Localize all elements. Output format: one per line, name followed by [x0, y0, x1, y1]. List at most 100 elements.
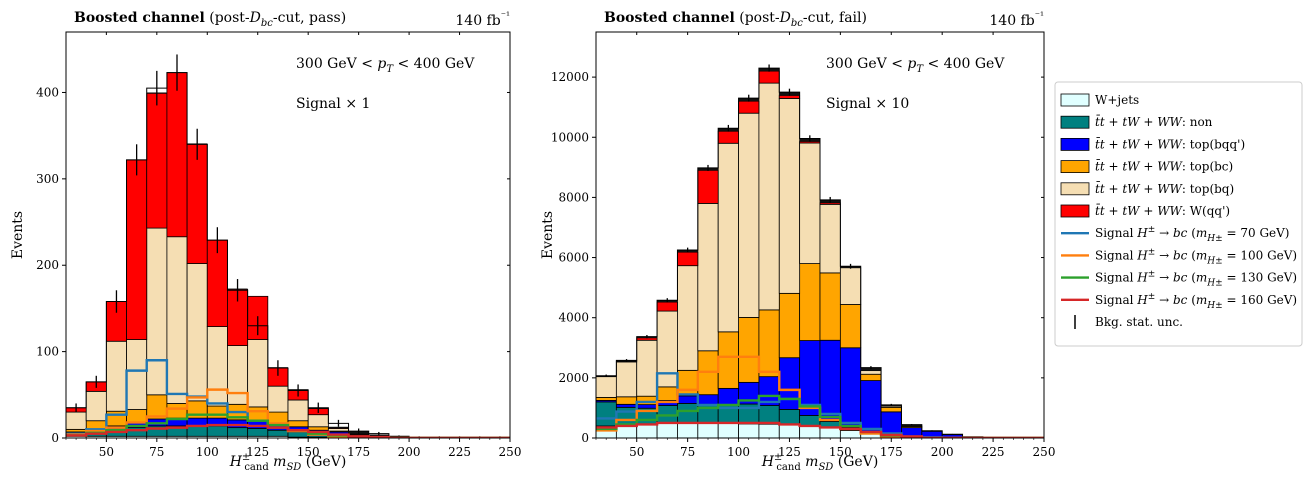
bar-topbqq: [677, 395, 699, 404]
bar-topbc: [819, 272, 841, 341]
bar-topbq: [186, 263, 208, 402]
bar-topbqq: [717, 387, 739, 406]
bar-wqq: [166, 72, 188, 238]
bar-topbqq: [860, 380, 882, 433]
bar-topbq: [66, 411, 87, 430]
signal-line-2: [66, 413, 510, 438]
bar-topbc: [636, 395, 658, 406]
bar-wqq: [146, 92, 168, 229]
x-tick-label: 175: [880, 445, 903, 459]
bar-topbc: [656, 386, 678, 401]
bar-topbc: [105, 410, 127, 427]
bar-wjets: [697, 422, 719, 438]
bar-wqq: [327, 427, 349, 429]
legend-label: t̄t + tW + WW: top(bq): [1095, 180, 1234, 196]
legend-label: t̄t + tW + WW: top(bqq'): [1095, 136, 1245, 152]
bar-topbc: [166, 403, 188, 419]
legend-item-4: t̄t + tW + WW: top(bq): [1060, 180, 1234, 196]
bar-topbqq: [615, 403, 638, 408]
bar-topbqq: [227, 419, 249, 429]
bar-topbq: [758, 82, 780, 311]
bar-non: [227, 427, 249, 437]
bar-topbc: [778, 292, 801, 359]
bar-topbc: [287, 420, 309, 428]
bar-topbq: [227, 345, 249, 405]
x-tick-label: 150: [829, 445, 852, 459]
bar-topbqq: [636, 404, 658, 409]
bar-non: [126, 427, 148, 437]
y-tick-label: 12000: [551, 70, 589, 84]
legend-swatch: [1060, 93, 1090, 107]
bar-topbqq: [778, 357, 801, 410]
bar-topbq: [799, 142, 821, 264]
bar-topbq: [717, 142, 739, 333]
legend-item-9: Signal H± → bc (mH± = 160 GeV): [1061, 292, 1297, 311]
bar-topbc: [839, 304, 862, 349]
legend-swatch: [1060, 115, 1090, 129]
lumi-label: 140 fb⁻¹: [455, 11, 510, 29]
legend-swatch: [1060, 160, 1090, 174]
bar-topbq: [819, 203, 841, 274]
x-tick-label: 225: [448, 445, 471, 459]
bar-wqq: [738, 100, 760, 114]
legend-frame: [1054, 81, 1303, 347]
bar-wjets: [799, 425, 821, 438]
bar-topbq: [206, 326, 228, 407]
bar-wqq: [819, 202, 841, 205]
bar-topbq: [146, 227, 168, 396]
bar-topbqq: [839, 347, 862, 428]
legend-label: W+jets: [1095, 93, 1139, 107]
bar-topbc: [307, 426, 329, 431]
y-tick-label: 300: [36, 172, 59, 186]
legend-item-8: Signal H± → bc (mH± = 130 GeV): [1061, 270, 1297, 289]
bar-topbq: [247, 339, 269, 408]
bar-wqq: [717, 130, 739, 144]
bar-non: [287, 431, 309, 438]
bar-topbq: [697, 203, 719, 352]
bar-topbq: [901, 425, 923, 427]
signal-line-3: [596, 421, 1044, 438]
y-tick-label: 0: [51, 431, 59, 445]
bar-wqq: [348, 433, 370, 435]
legend-label: t̄t + tW + WW: top(bc): [1095, 158, 1233, 174]
bar-wqq: [677, 251, 699, 267]
x-tick-label: 75: [149, 445, 164, 459]
total-background-outline: [66, 72, 510, 438]
y-axis-label: Events: [540, 211, 556, 259]
bar-wqq: [186, 143, 208, 264]
legend-label: t̄t + tW + WW: W(qq'): [1095, 202, 1230, 218]
bar-wjets: [778, 424, 801, 438]
legend-item-7: Signal H± → bc (mH± = 100 GeV): [1061, 247, 1297, 266]
bar-topbc: [596, 396, 617, 401]
bar-topbqq: [880, 411, 902, 437]
signal-scale-annotation: Signal × 10: [826, 96, 909, 112]
signal-scale-annotation: Signal × 1: [296, 96, 370, 112]
bar-topbc: [126, 409, 148, 423]
bar-topbq: [105, 340, 127, 412]
bar-topbq: [677, 265, 699, 371]
x-axis-label: H± cand mSD (GeV): [229, 452, 347, 473]
bar-topbq: [166, 236, 188, 404]
y-tick-label: 0: [581, 431, 589, 445]
plot-area: [66, 54, 510, 438]
y-tick-label: 6000: [558, 251, 589, 265]
y-tick-label: 100: [36, 345, 59, 359]
bar-wjets: [717, 423, 739, 438]
legend: W+jets t̄t + tW + WW: non t̄t + tW + WW: t…: [1054, 81, 1303, 347]
bar-non: [186, 425, 208, 437]
bar-topbq: [656, 310, 678, 388]
total-background-outline: [596, 67, 1044, 438]
bar-topbc: [247, 406, 269, 422]
bar-non: [758, 405, 780, 425]
bar-topbqq: [901, 427, 923, 438]
legend-swatch: [1060, 137, 1090, 151]
bar-wqq: [799, 141, 821, 144]
bar-topbc: [717, 331, 739, 389]
x-tick-label: 125: [778, 445, 801, 459]
legend-label: Signal H± → bc (mH± = 70 GeV): [1095, 225, 1289, 244]
bar-non: [677, 403, 699, 424]
legend-label: t̄t + tW + WW: non: [1095, 114, 1213, 130]
bar-topbc: [738, 317, 760, 383]
legend-item-2: t̄t + tW + WW: top(bqq'): [1060, 136, 1245, 152]
bar-non: [615, 406, 638, 426]
